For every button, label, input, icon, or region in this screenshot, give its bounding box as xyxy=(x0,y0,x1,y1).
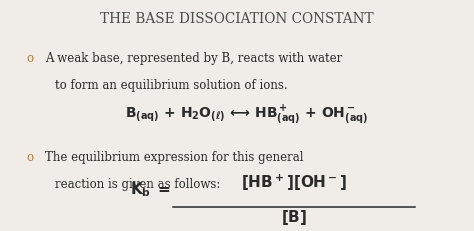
Text: $\mathbf{B_{(aq)}}$$\mathbf{\,+\,H_2O_{(\ell)}}$$\mathbf{\,\longleftrightarrow\,: $\mathbf{B_{(aq)}}$$\mathbf{\,+\,H_2O_{(… xyxy=(125,104,368,127)
Text: $\mathbf{K_b}$ $\mathbf{=}$: $\mathbf{K_b}$ $\mathbf{=}$ xyxy=(129,180,171,199)
Text: $\mathbf{[HB^+][OH^-]}$: $\mathbf{[HB^+][OH^-]}$ xyxy=(241,172,347,193)
Text: A weak base, represented by B, reacts with water: A weak base, represented by B, reacts wi… xyxy=(45,52,342,65)
Text: to form an equilibrium solution of ions.: to form an equilibrium solution of ions. xyxy=(55,79,287,91)
Text: o: o xyxy=(26,52,33,65)
Text: $\mathbf{[B]}$: $\mathbf{[B]}$ xyxy=(281,208,307,227)
Text: The equilibrium expression for this general: The equilibrium expression for this gene… xyxy=(45,151,303,164)
Text: o: o xyxy=(26,151,33,164)
Text: reaction is given as follows:: reaction is given as follows: xyxy=(55,178,220,191)
Text: THE BASE DISSOCIATION CONSTANT: THE BASE DISSOCIATION CONSTANT xyxy=(100,12,374,26)
